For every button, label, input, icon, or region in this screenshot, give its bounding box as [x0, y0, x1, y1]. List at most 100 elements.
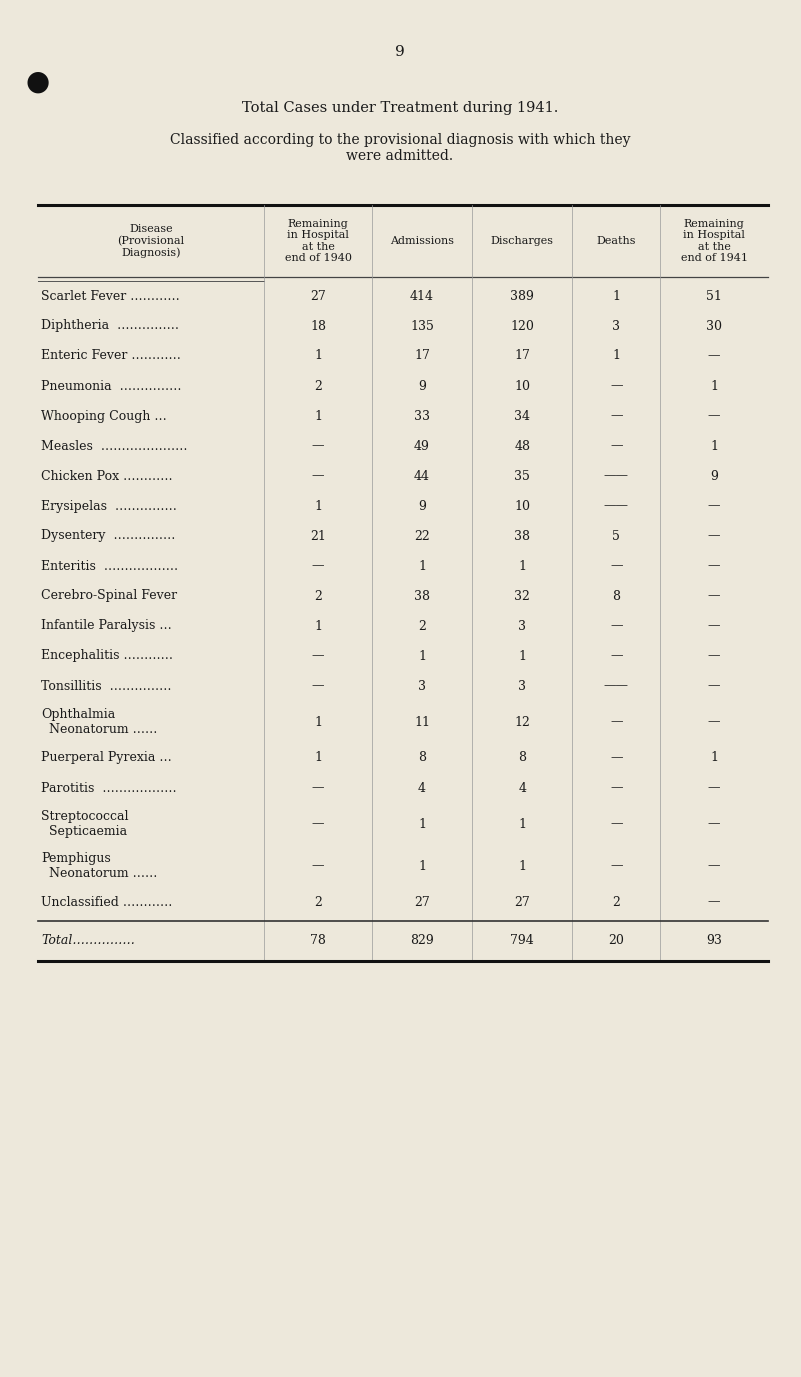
Text: ——: —— [604, 679, 629, 693]
Text: Enteric Fever …………: Enteric Fever ………… [41, 350, 181, 362]
Text: 27: 27 [310, 289, 326, 303]
Text: —: — [708, 679, 720, 693]
Text: —: — [610, 818, 622, 830]
Text: 17: 17 [414, 350, 430, 362]
Text: Whooping Cough …: Whooping Cough … [41, 409, 167, 423]
Text: ——: —— [604, 470, 629, 482]
Text: 8: 8 [418, 752, 426, 764]
Text: Total Cases under Treatment during 1941.: Total Cases under Treatment during 1941. [242, 101, 558, 116]
Text: 2: 2 [314, 895, 322, 909]
Text: 8: 8 [613, 589, 621, 603]
Text: 34: 34 [514, 409, 530, 423]
Text: 1: 1 [314, 350, 322, 362]
Text: 48: 48 [514, 439, 530, 453]
Text: Unclassified …………: Unclassified ………… [41, 895, 172, 909]
Text: Parotitis  ………………: Parotitis ……………… [41, 782, 177, 795]
Text: 1: 1 [613, 350, 621, 362]
Text: 33: 33 [414, 409, 430, 423]
Text: 3: 3 [613, 319, 621, 332]
Text: Chicken Pox …………: Chicken Pox ………… [41, 470, 173, 482]
Text: 2: 2 [613, 895, 620, 909]
Text: 389: 389 [510, 289, 534, 303]
Text: 2: 2 [418, 620, 426, 632]
Text: 8: 8 [518, 752, 526, 764]
Text: —: — [610, 559, 622, 573]
Text: 1: 1 [314, 752, 322, 764]
Text: 49: 49 [414, 439, 430, 453]
Text: —: — [708, 895, 720, 909]
Text: 120: 120 [510, 319, 534, 332]
Text: —: — [708, 782, 720, 795]
Text: 1: 1 [418, 859, 426, 873]
Text: 1: 1 [314, 409, 322, 423]
Text: 1: 1 [314, 620, 322, 632]
Text: —: — [312, 859, 324, 873]
Text: Tonsillitis  ……………: Tonsillitis …………… [41, 679, 171, 693]
Text: Enteritis  ………………: Enteritis ……………… [41, 559, 178, 573]
Text: 27: 27 [514, 895, 530, 909]
Text: 44: 44 [414, 470, 430, 482]
Text: —: — [708, 350, 720, 362]
Text: —: — [708, 650, 720, 662]
Text: Ophthalmia
  Neonatorum ……: Ophthalmia Neonatorum …… [41, 708, 157, 735]
Text: —: — [610, 716, 622, 728]
Text: Encephalitis …………: Encephalitis ………… [41, 650, 173, 662]
Text: 51: 51 [706, 289, 723, 303]
Text: 414: 414 [410, 289, 434, 303]
Text: —: — [312, 439, 324, 453]
Text: 35: 35 [514, 470, 530, 482]
Text: 3: 3 [418, 679, 426, 693]
Text: Streptococcal
  Septicaemia: Streptococcal Septicaemia [41, 810, 128, 839]
Text: Infantile Paralysis …: Infantile Paralysis … [41, 620, 171, 632]
Text: 5: 5 [613, 530, 620, 543]
Text: 1: 1 [518, 650, 526, 662]
Text: 4: 4 [418, 782, 426, 795]
Text: 12: 12 [514, 716, 530, 728]
Text: Remaining
in Hospital
at the
end of 1940: Remaining in Hospital at the end of 1940 [284, 219, 352, 263]
Text: —: — [708, 409, 720, 423]
Text: 829: 829 [410, 934, 434, 946]
Text: 1: 1 [518, 559, 526, 573]
Text: —: — [312, 650, 324, 662]
Text: —: — [610, 620, 622, 632]
Text: —: — [708, 559, 720, 573]
Text: 9: 9 [418, 500, 426, 512]
Text: —: — [708, 818, 720, 830]
Text: —: — [708, 530, 720, 543]
Text: Discharges: Discharges [491, 235, 553, 246]
Text: 17: 17 [514, 350, 530, 362]
Text: —: — [610, 859, 622, 873]
Text: 10: 10 [514, 380, 530, 392]
Text: ●: ● [26, 67, 50, 96]
Text: 10: 10 [514, 500, 530, 512]
Text: Cerebro-Spinal Fever: Cerebro-Spinal Fever [41, 589, 177, 603]
Text: Measles  …………………: Measles ………………… [41, 439, 187, 453]
Text: —: — [312, 679, 324, 693]
Text: 3: 3 [518, 620, 526, 632]
Text: ——: —— [604, 500, 629, 512]
Text: 1: 1 [418, 818, 426, 830]
Text: 32: 32 [514, 589, 530, 603]
Text: Remaining
in Hospital
at the
end of 1941: Remaining in Hospital at the end of 1941 [681, 219, 747, 263]
Text: Deaths: Deaths [597, 235, 636, 246]
Text: 1: 1 [613, 289, 621, 303]
Text: Scarlet Fever …………: Scarlet Fever ………… [41, 289, 179, 303]
Text: 1: 1 [418, 559, 426, 573]
Text: 3: 3 [518, 679, 526, 693]
Text: Puerperal Pyrexia …: Puerperal Pyrexia … [41, 752, 171, 764]
Text: 18: 18 [310, 319, 326, 332]
Text: —: — [610, 650, 622, 662]
Text: 38: 38 [514, 530, 530, 543]
Text: 1: 1 [418, 650, 426, 662]
Text: —: — [610, 439, 622, 453]
Text: 4: 4 [518, 782, 526, 795]
Text: Pneumonia  ……………: Pneumonia …………… [41, 380, 182, 392]
Text: 1: 1 [314, 716, 322, 728]
Text: 9: 9 [418, 380, 426, 392]
Text: 22: 22 [414, 530, 430, 543]
Text: 2: 2 [314, 380, 322, 392]
Text: —: — [610, 409, 622, 423]
Text: —: — [610, 782, 622, 795]
Text: 1: 1 [518, 818, 526, 830]
Text: 27: 27 [414, 895, 430, 909]
